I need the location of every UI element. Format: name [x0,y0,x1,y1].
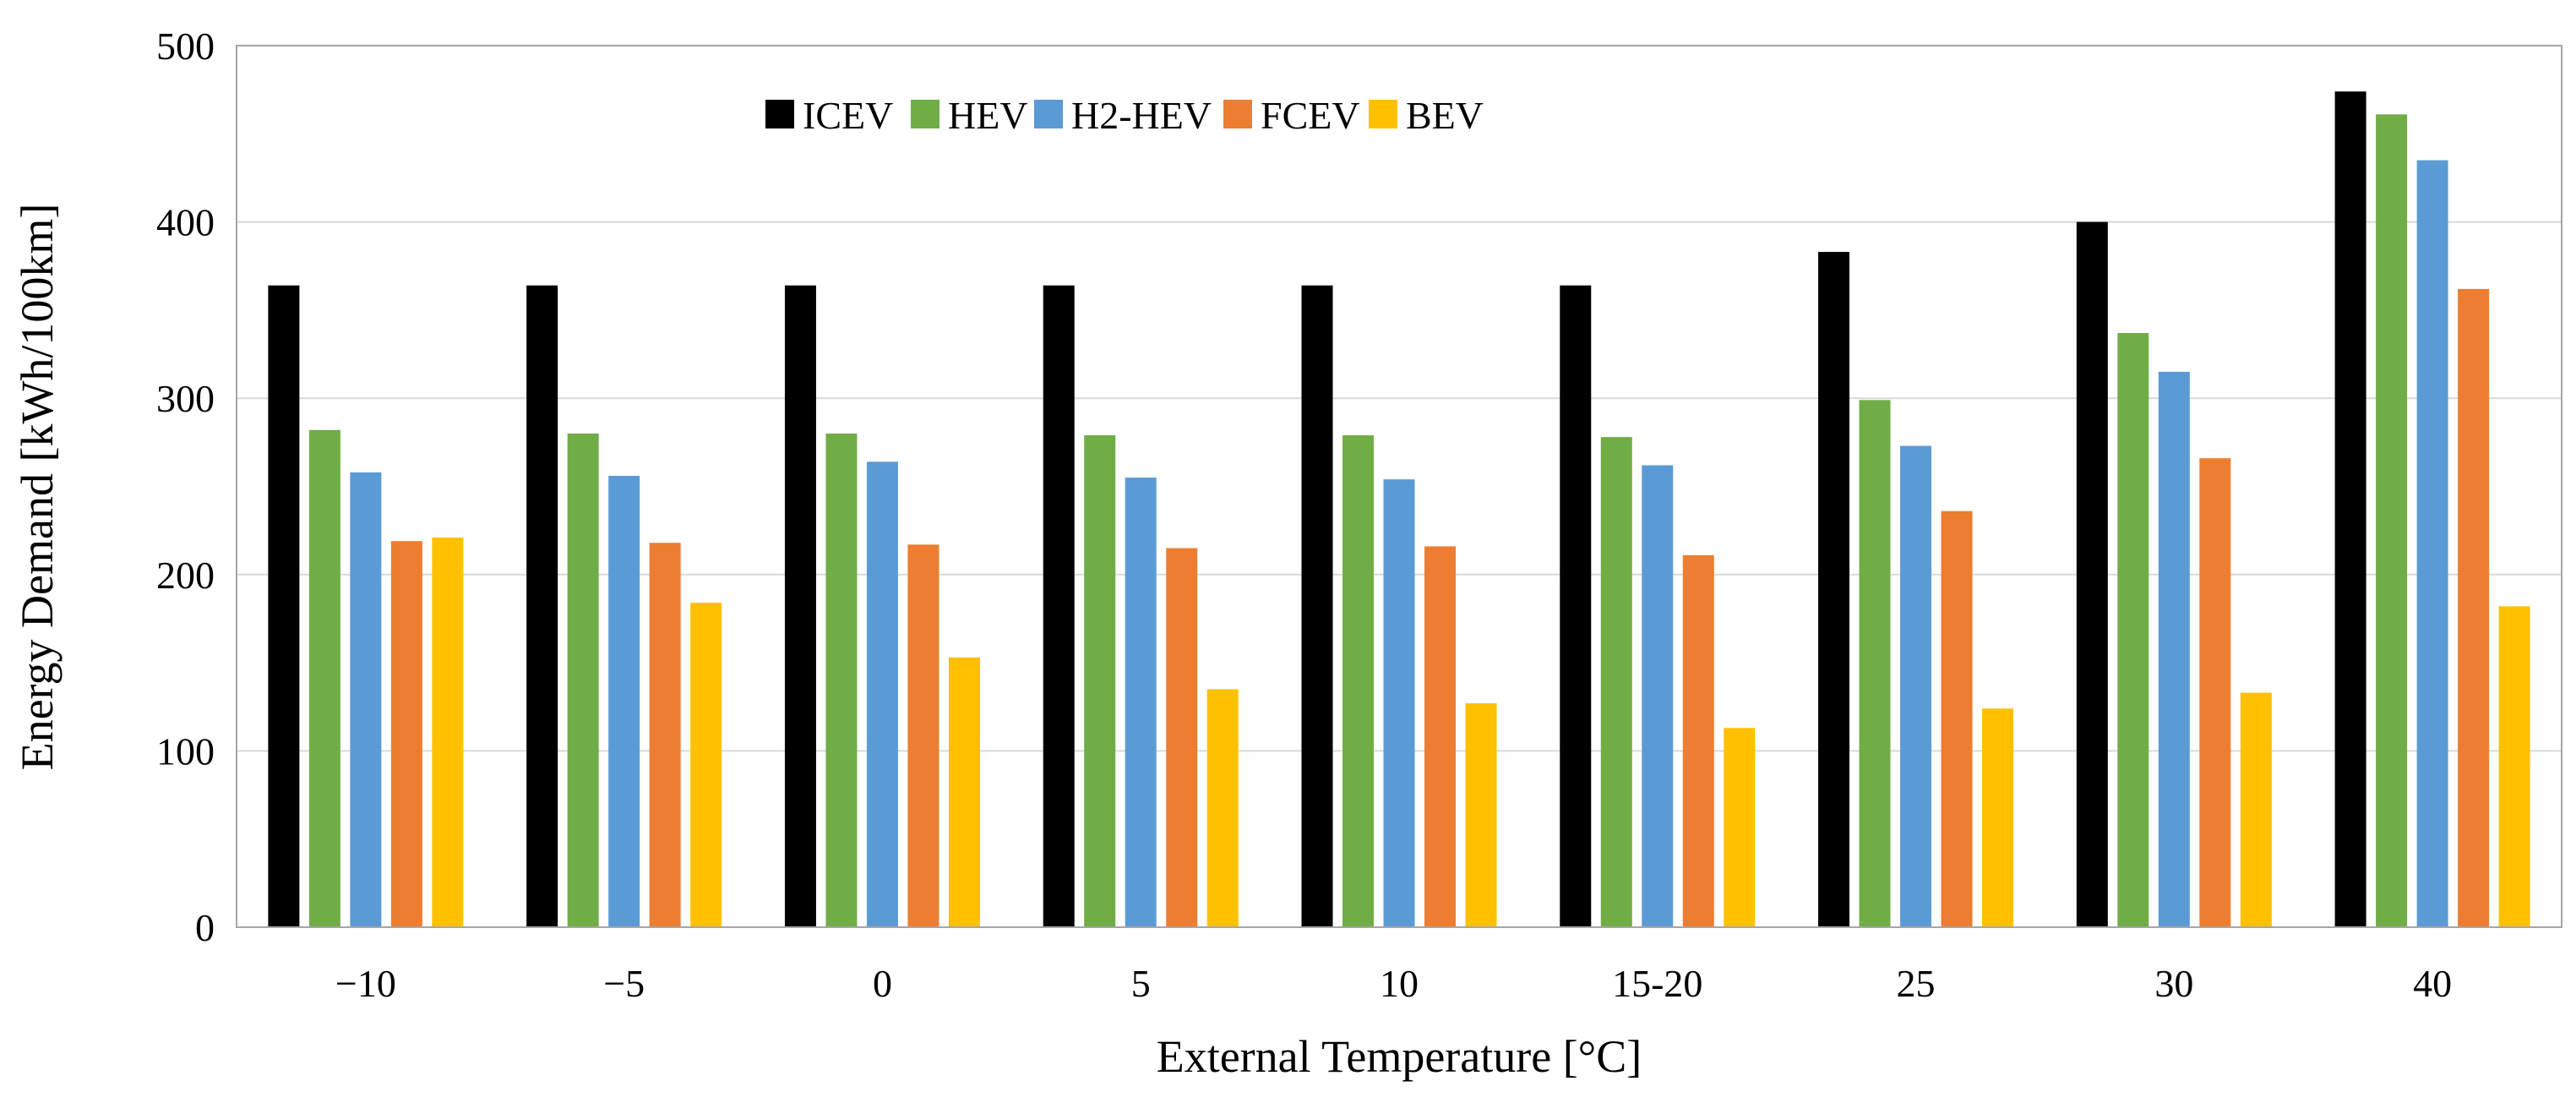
bar-icev-8 [2334,91,2366,927]
y-axis-ticks: 0 100 200 300 400 500 [156,25,215,949]
x-tick-label: 5 [1131,962,1151,1005]
bar-h2-hev-0 [350,472,382,927]
bar-hev-0 [308,429,340,927]
bar-h2-hev-4 [1383,479,1415,927]
bar-bev-4 [1465,703,1497,927]
bars [268,91,2530,928]
x-tick-label: 30 [2154,962,2193,1005]
legend-swatch-icev [765,100,794,128]
bar-bev-3 [1206,689,1239,927]
bar-hev-3 [1084,435,1116,927]
x-tick-label: 15-20 [1612,962,1702,1005]
plot-frame [236,45,2562,928]
bar-h2-hev-2 [866,461,898,927]
bar-icev-5 [1560,285,1592,927]
legend-label-bev: BEV [1406,94,1484,137]
bar-fcev-3 [1166,548,1198,927]
bar-hev-4 [1342,435,1374,927]
bar-hev-6 [1859,400,1891,927]
bar-icev-0 [268,285,300,927]
legend: ICEV HEV H2-HEV FCEV BEV [765,94,1484,137]
x-tick-label: −5 [603,962,645,1005]
x-tick-label: 40 [2413,962,2452,1005]
y-axis-title: Energy Demand [kWh/100km] [12,204,63,771]
bar-bev-1 [690,603,722,927]
x-axis-ticks: −10 −5 0 5 10 15-20 25 30 40 [335,962,2452,1005]
legend-swatch-bev [1369,100,1397,128]
y-tick-label: 400 [156,201,215,244]
y-tick-label: 0 [195,906,215,949]
bar-icev-6 [1818,252,1850,927]
bar-h2-hev-7 [2158,371,2190,927]
bar-bev-8 [2498,606,2530,927]
bar-icev-2 [784,285,816,927]
bar-hev-8 [2376,114,2408,927]
legend-label-hev: HEV [948,94,1028,137]
bar-fcev-0 [390,541,422,927]
bar-h2-hev-5 [1642,465,1674,927]
x-axis-title: External Temperature [°C] [1157,1031,1642,1082]
bar-fcev-7 [2199,458,2231,927]
y-tick-label: 500 [156,25,215,68]
y-tick-label: 300 [156,377,215,420]
bar-fcev-1 [649,543,681,927]
legend-label-fcev: FCEV [1261,94,1360,137]
bar-icev-1 [526,285,558,927]
bar-hev-5 [1600,437,1632,927]
bar-bev-5 [1724,728,1756,927]
bar-hev-1 [567,433,599,927]
bar-h2-hev-3 [1125,478,1157,927]
x-tick-label: 10 [1380,962,1419,1005]
bar-bev-2 [948,657,980,927]
y-tick-label: 100 [156,729,215,773]
bar-fcev-6 [1941,511,1973,927]
bar-bev-0 [432,537,464,927]
bar-bev-7 [2240,692,2272,927]
bar-fcev-2 [907,544,939,927]
x-tick-label: 0 [873,962,892,1005]
bar-fcev-5 [1682,554,1714,927]
bar-icev-3 [1043,285,1075,927]
bar-h2-hev-8 [2416,160,2448,928]
legend-label-icev: ICEV [803,94,893,137]
bar-bev-6 [1982,708,2014,927]
y-tick-label: 200 [156,554,215,597]
bar-h2-hev-6 [1900,445,1932,927]
bar-hev-2 [825,433,858,927]
x-tick-label: 25 [1897,962,1936,1005]
bar-icev-7 [2076,221,2108,928]
legend-swatch-h2-hev [1034,100,1063,128]
bar-icev-4 [1301,285,1333,927]
bar-fcev-8 [2458,288,2490,927]
x-tick-label: −10 [335,962,396,1005]
legend-label-h2-hev: H2-HEV [1071,94,1212,137]
legend-swatch-fcev [1223,100,1252,128]
bar-h2-hev-1 [608,475,640,927]
legend-swatch-hev [911,100,939,128]
bar-fcev-4 [1424,546,1456,927]
bar-hev-7 [2117,333,2149,927]
